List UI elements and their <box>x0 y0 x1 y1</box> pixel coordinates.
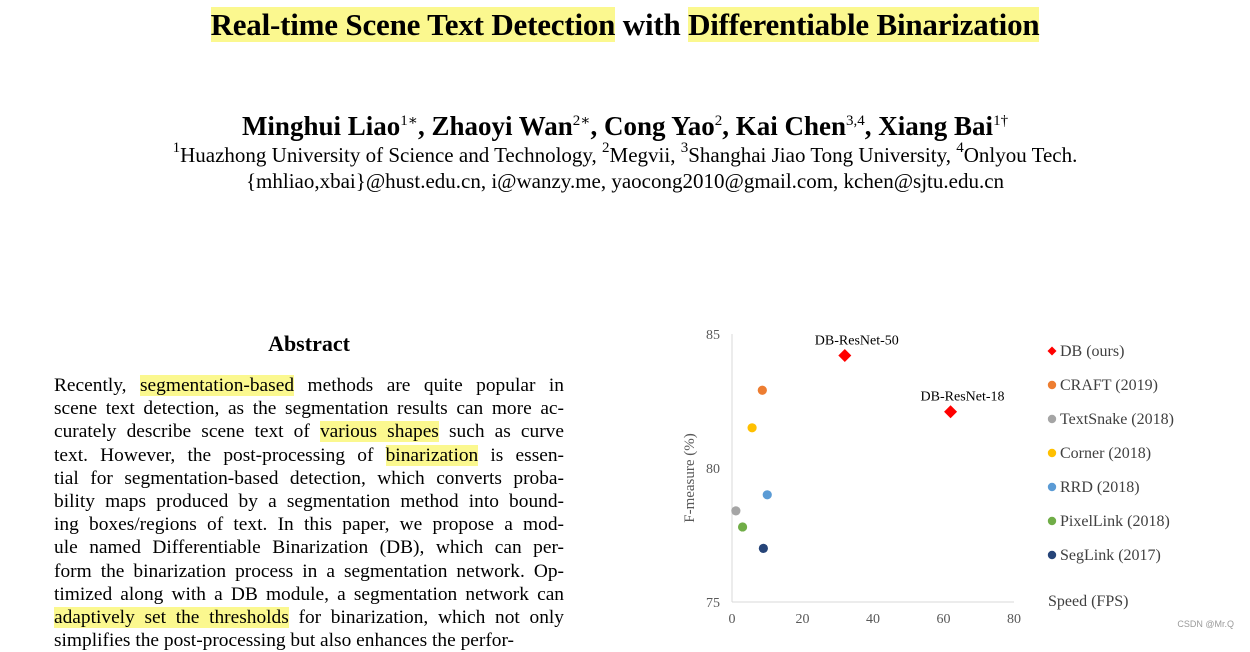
abstract-text: curately describe scene text of <box>54 421 320 443</box>
data-point-db-ours <box>944 405 958 419</box>
affiliation-name: Megvii, <box>609 143 681 167</box>
affiliations: 1Huazhong University of Science and Tech… <box>0 140 1250 168</box>
fps-fmeasure-chart: 75 80 85 0 20 40 60 80 F-measure (%) Speed (FPS) D… <box>682 328 1174 627</box>
legend-entry: TextSnake (2018) <box>1060 411 1174 428</box>
author-emails: {mhliao,xbai}@hust.edu.cn, i@wanzy.me, y… <box>245 169 1005 193</box>
data-label: DB-ResNet-18 <box>921 390 1005 405</box>
x-tick-label: 80 <box>1007 612 1021 627</box>
abstract-text: methods are quite popular in <box>294 375 564 396</box>
author-name: Minghui Liao <box>241 111 401 141</box>
abstract-line: simplifies the post-processing but also … <box>54 629 564 652</box>
author-separator: , <box>417 111 432 141</box>
legend-entry: Corner (2018) <box>1060 445 1151 462</box>
author-separator: , <box>864 111 879 141</box>
affiliation-mark: 1 <box>172 140 181 156</box>
legend-entry: DB (ours) <box>1060 343 1124 360</box>
abstract-line: ule named Differentiable Binarization (D… <box>54 536 564 559</box>
abstract-text: for binarization, which not only <box>288 606 564 628</box>
abstract-line: tial for segmentation-based detection, w… <box>54 467 564 490</box>
affiliation-mark: 2 <box>602 140 610 156</box>
data-point-craft-2019 <box>757 385 767 395</box>
abstract-heading: Abstract <box>268 331 350 356</box>
abstract-line: curately describe scene text of various … <box>54 420 564 443</box>
abstract-text: such as curve <box>438 421 564 443</box>
x-axis-label: Speed (FPS) <box>1048 593 1128 610</box>
author-name: Cong Yao <box>603 111 715 141</box>
x-tick-label: 40 <box>866 612 880 627</box>
abstract-text: tial for segmentation-based detection, w… <box>54 467 564 489</box>
abstract-text: bility maps produced by a segmentation m… <box>54 490 564 512</box>
legend-entry: PixelLink (2018) <box>1060 513 1170 530</box>
data-point-rrd-2018 <box>762 490 772 500</box>
abstract-line: scene text detection, as the segmentatio… <box>54 397 564 420</box>
author-mark: 2 <box>714 113 723 129</box>
y-tick-label: 85 <box>706 328 720 343</box>
author-mark: 1∗ <box>400 113 418 129</box>
abstract-text: text. However, the post-processing of <box>54 444 386 466</box>
abstract-text: form the binarization process in a segme… <box>54 560 564 582</box>
abstract-line: timized along with a DB module, a segmen… <box>54 583 564 606</box>
x-tick-label: 0 <box>729 612 736 627</box>
abstract-line: form the binarization process in a segme… <box>54 560 564 583</box>
legend-marker <box>1047 482 1057 492</box>
highlighted-text: binarization <box>385 444 479 466</box>
abstract-body: Recently, segmentation-based methods are… <box>54 374 564 652</box>
highlighted-text: segmentation-based <box>140 375 295 396</box>
x-tick-label: 20 <box>796 612 810 627</box>
data-label: DB-ResNet-50 <box>815 333 899 348</box>
abstract-line: ing boxes/regions of text. In this paper… <box>54 513 564 536</box>
author-name: Zhaoyi Wan <box>431 111 573 141</box>
abstract-text: ule named Differentiable Binarization (D… <box>54 537 564 559</box>
data-point-seglink-2017 <box>758 543 768 553</box>
legend-entry: RRD (2018) <box>1060 479 1140 496</box>
legend-entry: SegLink (2017) <box>1060 547 1161 564</box>
author-mark: 3,4 <box>846 113 865 129</box>
author-mark: 1† <box>993 113 1009 129</box>
author-mark: 2∗ <box>572 113 591 129</box>
abstract-line: text. However, the post-processing of bi… <box>54 444 564 467</box>
author-name: Xiang Bai <box>878 111 994 141</box>
abstract-text: Recently, <box>54 375 141 396</box>
data-point-pixellink-2018 <box>737 522 748 532</box>
abstract-line: bility maps produced by a segmentation m… <box>54 490 564 513</box>
y-tick-label: 80 <box>706 462 720 477</box>
legend-marker <box>1047 346 1057 356</box>
abstract-text: timized along with a DB module, a segmen… <box>54 583 564 605</box>
y-tick-label: 75 <box>706 596 720 611</box>
abstract-text: simplifies the post-processing but also … <box>54 630 515 652</box>
abstract-text: scene text detection, as the segmentatio… <box>54 398 564 420</box>
affiliation-mark: 3 <box>680 140 689 156</box>
affiliation-name: Shanghai Jiao Tong University, <box>688 143 957 167</box>
highlighted-text: various shapes <box>319 421 439 443</box>
data-point-db-ours <box>838 348 852 362</box>
legend-marker <box>1047 414 1057 424</box>
title-part: with <box>615 7 689 42</box>
abstract-text: is essen- <box>478 444 565 466</box>
author-separator: , <box>590 111 604 141</box>
abstract-text: ing boxes/regions of text. In this paper… <box>54 514 564 536</box>
title-part: Differentiable Binarization <box>688 7 1040 42</box>
affiliation-name: Onlyou Tech. <box>963 143 1078 167</box>
author-name: Kai Chen <box>735 111 847 141</box>
data-point-textsnake-2018 <box>731 506 741 516</box>
legend-marker <box>1047 550 1057 560</box>
legend-entry: CRAFT (2019) <box>1060 377 1158 394</box>
title-part: Real-time Scene Text Detection <box>210 7 616 42</box>
watermark: CSDN @Mr.Q <box>1177 619 1234 629</box>
affiliation-name: Huazhong University of Science and Techn… <box>180 143 603 167</box>
legend-marker <box>1047 448 1057 458</box>
author-separator: , <box>722 111 736 141</box>
abstract-line: Recently, segmentation-based methods are… <box>54 374 564 397</box>
legend-marker <box>1047 380 1057 390</box>
y-axis-label: F-measure (%) <box>682 433 698 523</box>
highlighted-text: adaptively set the thresholds <box>54 606 289 628</box>
data-point-corner-2018 <box>747 423 757 433</box>
paper-title: Real-time Scene Text Detection with Diff… <box>0 4 1250 46</box>
legend-marker <box>1047 516 1057 526</box>
author-list: Minghui Liao1∗, Zhaoyi Wan2∗, Cong Yao2,… <box>0 108 1250 144</box>
abstract-line: adaptively set the thresholds for binari… <box>54 606 564 629</box>
affiliation-mark: 4 <box>956 140 964 156</box>
x-tick-label: 60 <box>937 612 951 627</box>
